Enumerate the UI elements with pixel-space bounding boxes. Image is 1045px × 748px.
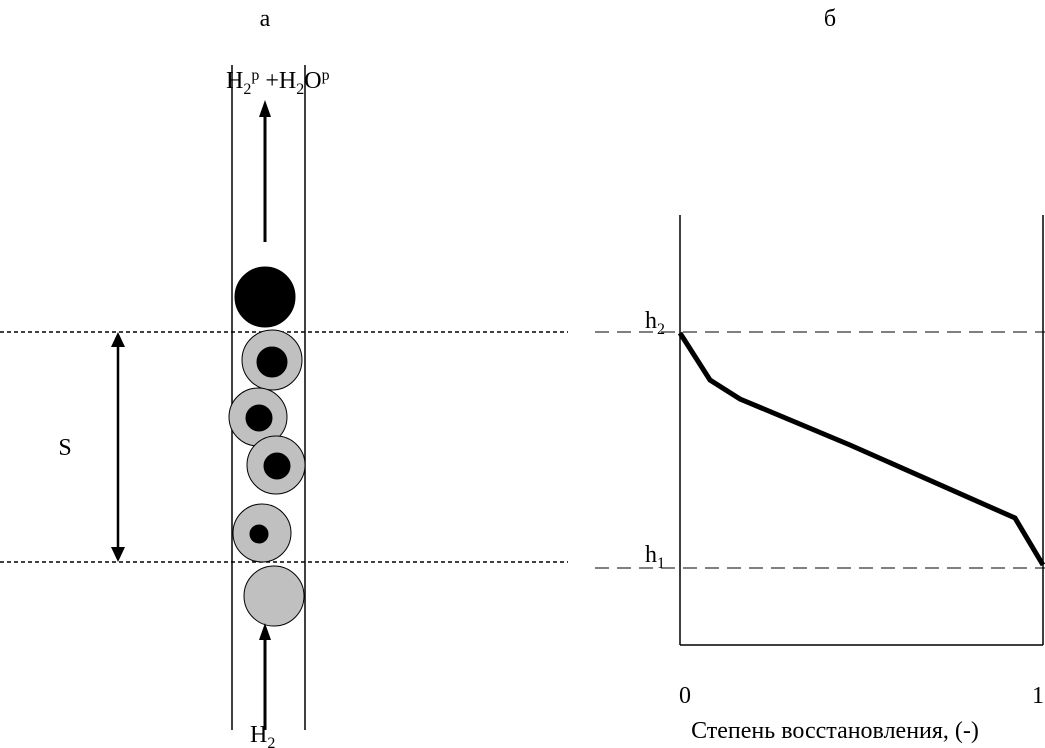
zone-arrow [111, 332, 125, 562]
x-tick-label: 1 [1032, 683, 1044, 709]
text: p [322, 67, 330, 84]
text: O [304, 68, 321, 94]
text: H [250, 722, 267, 748]
x-axis-title: Степень восстановления, (-) [691, 718, 979, 744]
text: H [226, 68, 243, 94]
zone-label: S [58, 435, 71, 461]
text: p [251, 67, 259, 84]
panel-label: а [260, 6, 271, 32]
text: h [645, 308, 657, 334]
text: 2 [243, 81, 251, 98]
level-label: h1 [645, 542, 665, 572]
axes [679, 215, 1044, 646]
arrow-up [259, 100, 271, 242]
text: 2 [657, 321, 665, 338]
arrow-in [259, 623, 271, 730]
flow-in-label: H2 [250, 722, 275, 748]
text: 1 [657, 555, 665, 572]
panel-label: б [824, 6, 836, 32]
tube [231, 65, 306, 730]
text: 2 [267, 735, 275, 748]
reduction-curve [677, 331, 1045, 567]
x-tick-label: 0 [679, 683, 691, 709]
flow-out-label: H2p +H2Op [226, 67, 330, 98]
level-line [595, 331, 1045, 569]
text: 2 [296, 81, 304, 98]
level-label: h2 [645, 308, 665, 338]
text: h [645, 542, 657, 568]
text: +H [259, 68, 296, 94]
pellets [228, 266, 306, 627]
